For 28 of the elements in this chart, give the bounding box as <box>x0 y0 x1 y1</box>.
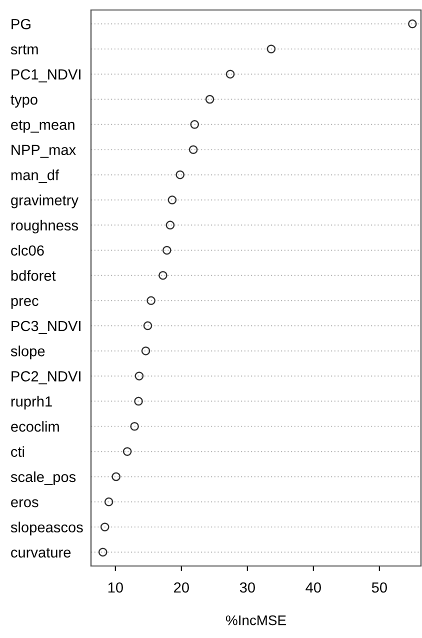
y-tick-label: cti <box>11 446 24 457</box>
x-tick-label: 10 <box>108 582 123 593</box>
y-tick-label: prec <box>11 298 38 309</box>
y-tick-label: NPP_max <box>12 144 76 158</box>
y-tick-label: typo <box>10 95 38 108</box>
y-tick-label: PC3_NDVI <box>12 320 80 334</box>
y-tick-label: PC1_NDVI <box>12 69 80 82</box>
y-tick-label: man_df <box>11 170 60 183</box>
x-tick-label: 20 <box>174 582 189 593</box>
y-tick-label: scale_pos <box>10 471 76 485</box>
y-tick-label: gravimetry <box>11 194 78 208</box>
x-axis-title: %IncMSE <box>226 615 286 626</box>
y-tick-label: eros <box>11 499 38 508</box>
y-tick-label: slopeascos <box>10 522 83 536</box>
y-tick-label: clc06 <box>11 244 44 256</box>
y-tick-label: PG <box>12 18 30 30</box>
x-tick-label: 40 <box>306 582 321 593</box>
y-tick-label: ruprh1 <box>11 396 52 410</box>
y-tick-label: roughness <box>11 220 78 234</box>
y-tick-label: PC2_NDVI <box>12 371 80 384</box>
y-tick-label: ecoclim <box>11 421 59 432</box>
y-tick-label: etp_mean <box>11 120 74 133</box>
y-tick-label: curvature <box>11 548 71 558</box>
y-tick-label: slope <box>10 346 45 360</box>
x-tick-label: 50 <box>372 582 387 593</box>
y-tick-label: srtm <box>10 44 38 54</box>
x-tick-label: 30 <box>240 582 255 593</box>
y-tick-label: bdforet <box>11 270 56 281</box>
